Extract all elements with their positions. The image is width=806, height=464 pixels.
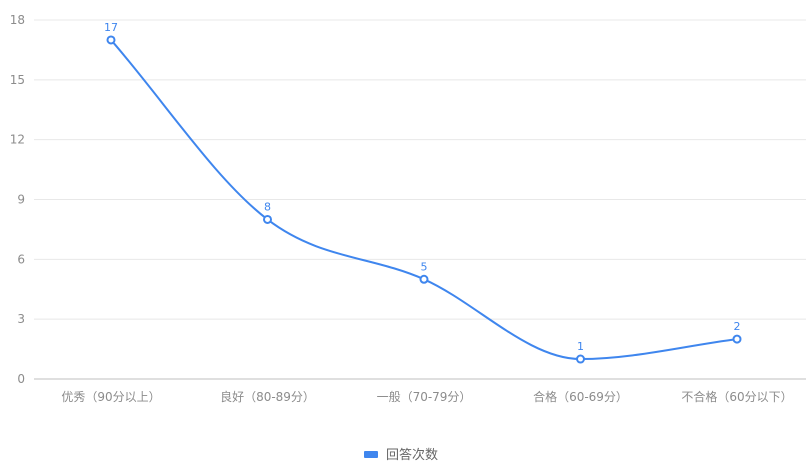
data-label: 5: [421, 260, 428, 273]
y-tick-label: 15: [10, 73, 25, 87]
y-tick-label: 9: [17, 193, 25, 207]
data-label: 8: [264, 200, 271, 213]
legend-swatch: [364, 451, 378, 458]
data-point: [106, 35, 116, 45]
x-tick-label: 良好（80-89分）: [220, 389, 315, 404]
y-tick-label: 0: [17, 372, 25, 386]
legend[interactable]: 回答次数: [364, 447, 438, 463]
data-label: 2: [734, 320, 741, 333]
legend-label: 回答次数: [386, 447, 438, 463]
y-tick-label: 6: [17, 252, 25, 266]
x-tick-label: 一般（70-79分）: [377, 389, 472, 404]
data-point: [576, 354, 585, 364]
data-point: [263, 214, 272, 224]
x-tick-label: 优秀（90分以上）: [61, 390, 160, 404]
x-tick-label: 合格（60-69分）: [533, 389, 628, 404]
data-label: 1: [577, 340, 584, 353]
data-point: [419, 274, 429, 284]
x-tick-label: 不合格（60分以下）: [681, 389, 792, 404]
series-line: [110, 39, 738, 361]
data-point: [732, 334, 742, 344]
data-label: 17: [104, 21, 118, 34]
y-tick-label: 12: [10, 133, 25, 147]
y-tick-label: 18: [10, 13, 25, 27]
y-tick-label: 3: [17, 312, 25, 326]
